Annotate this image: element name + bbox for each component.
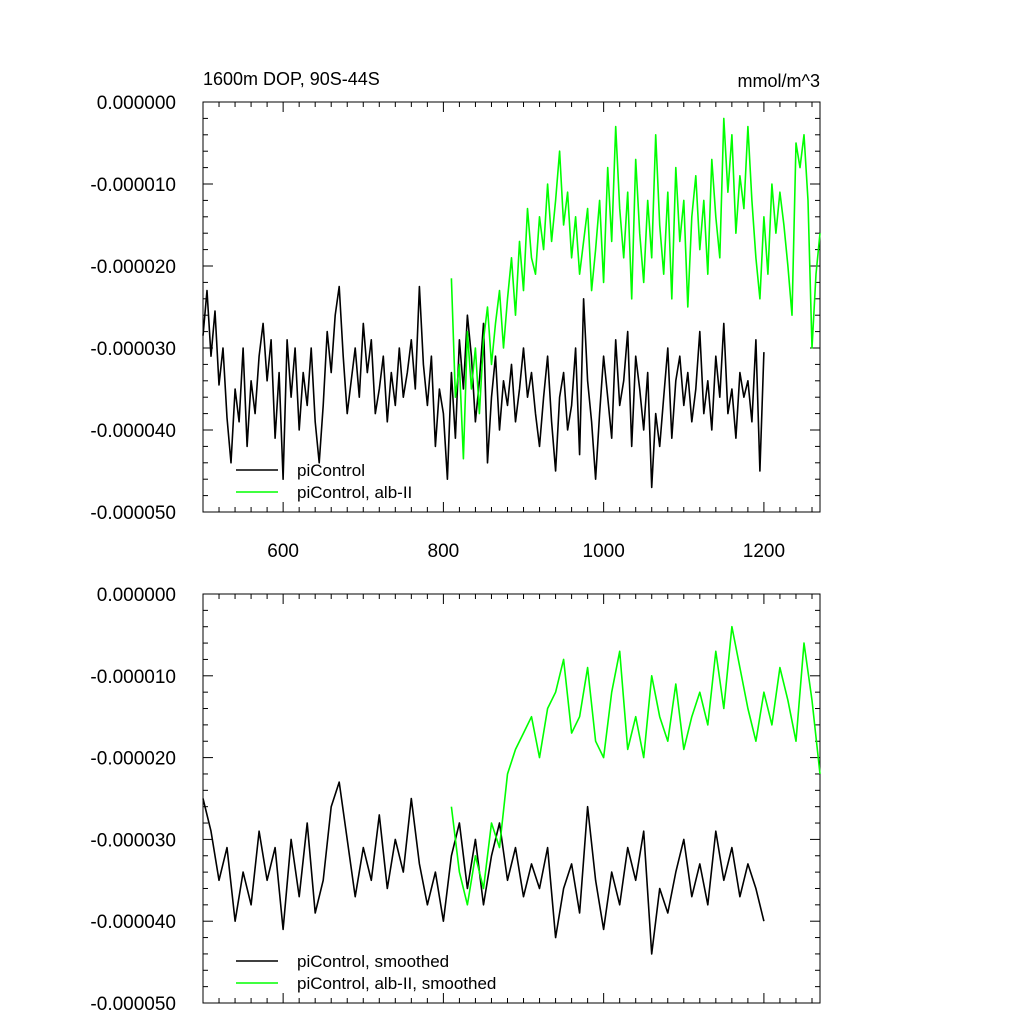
y-tick-label: -0.000010	[90, 175, 176, 196]
y-tick-label: -0.000030	[90, 339, 176, 360]
legend-label: piControl, smoothed	[297, 952, 449, 971]
x-tick-label: 800	[428, 541, 460, 562]
x-tick-label: 1200	[743, 541, 785, 562]
plot-frame	[202, 101, 821, 513]
y-tick-label: -0.000020	[90, 257, 176, 278]
y-tick-label: -0.000040	[90, 912, 176, 933]
top-panel: 0.000000 -0.000010 -0.000020 -0.000030 -0.00…	[90, 93, 821, 562]
series-line-0	[202, 781, 765, 955]
y-tick-label: -0.000030	[90, 830, 176, 851]
series-line-0	[202, 285, 765, 489]
units-label: mmol/m^3	[738, 71, 820, 91]
x-tick-label: 600	[267, 541, 299, 562]
y-tick-label: -0.000040	[90, 421, 176, 442]
y-tick-label: -0.000020	[90, 749, 176, 770]
y-tick-label: -0.000050	[90, 503, 176, 524]
figure-title: 1600m DOP, 90S-44S	[203, 69, 380, 89]
y-tick-label: -0.000010	[90, 667, 176, 688]
y-tick-label: -0.000050	[90, 994, 176, 1015]
legend-label: piControl, alb-II, smoothed	[297, 974, 496, 993]
bottom-panel: 0.000000 -0.000010 -0.000020 -0.000030 -0.00…	[90, 585, 821, 1015]
y-tick-label: 0.000000	[97, 93, 176, 114]
legend-label: piControl, alb-II	[297, 483, 412, 502]
y-tick-label: 0.000000	[97, 585, 176, 606]
series-line-1	[450, 117, 821, 460]
series-line-1	[450, 625, 821, 906]
plot-frame	[202, 593, 821, 1004]
x-tick-label: 1000	[583, 541, 625, 562]
legend-label: piControl	[297, 461, 365, 480]
